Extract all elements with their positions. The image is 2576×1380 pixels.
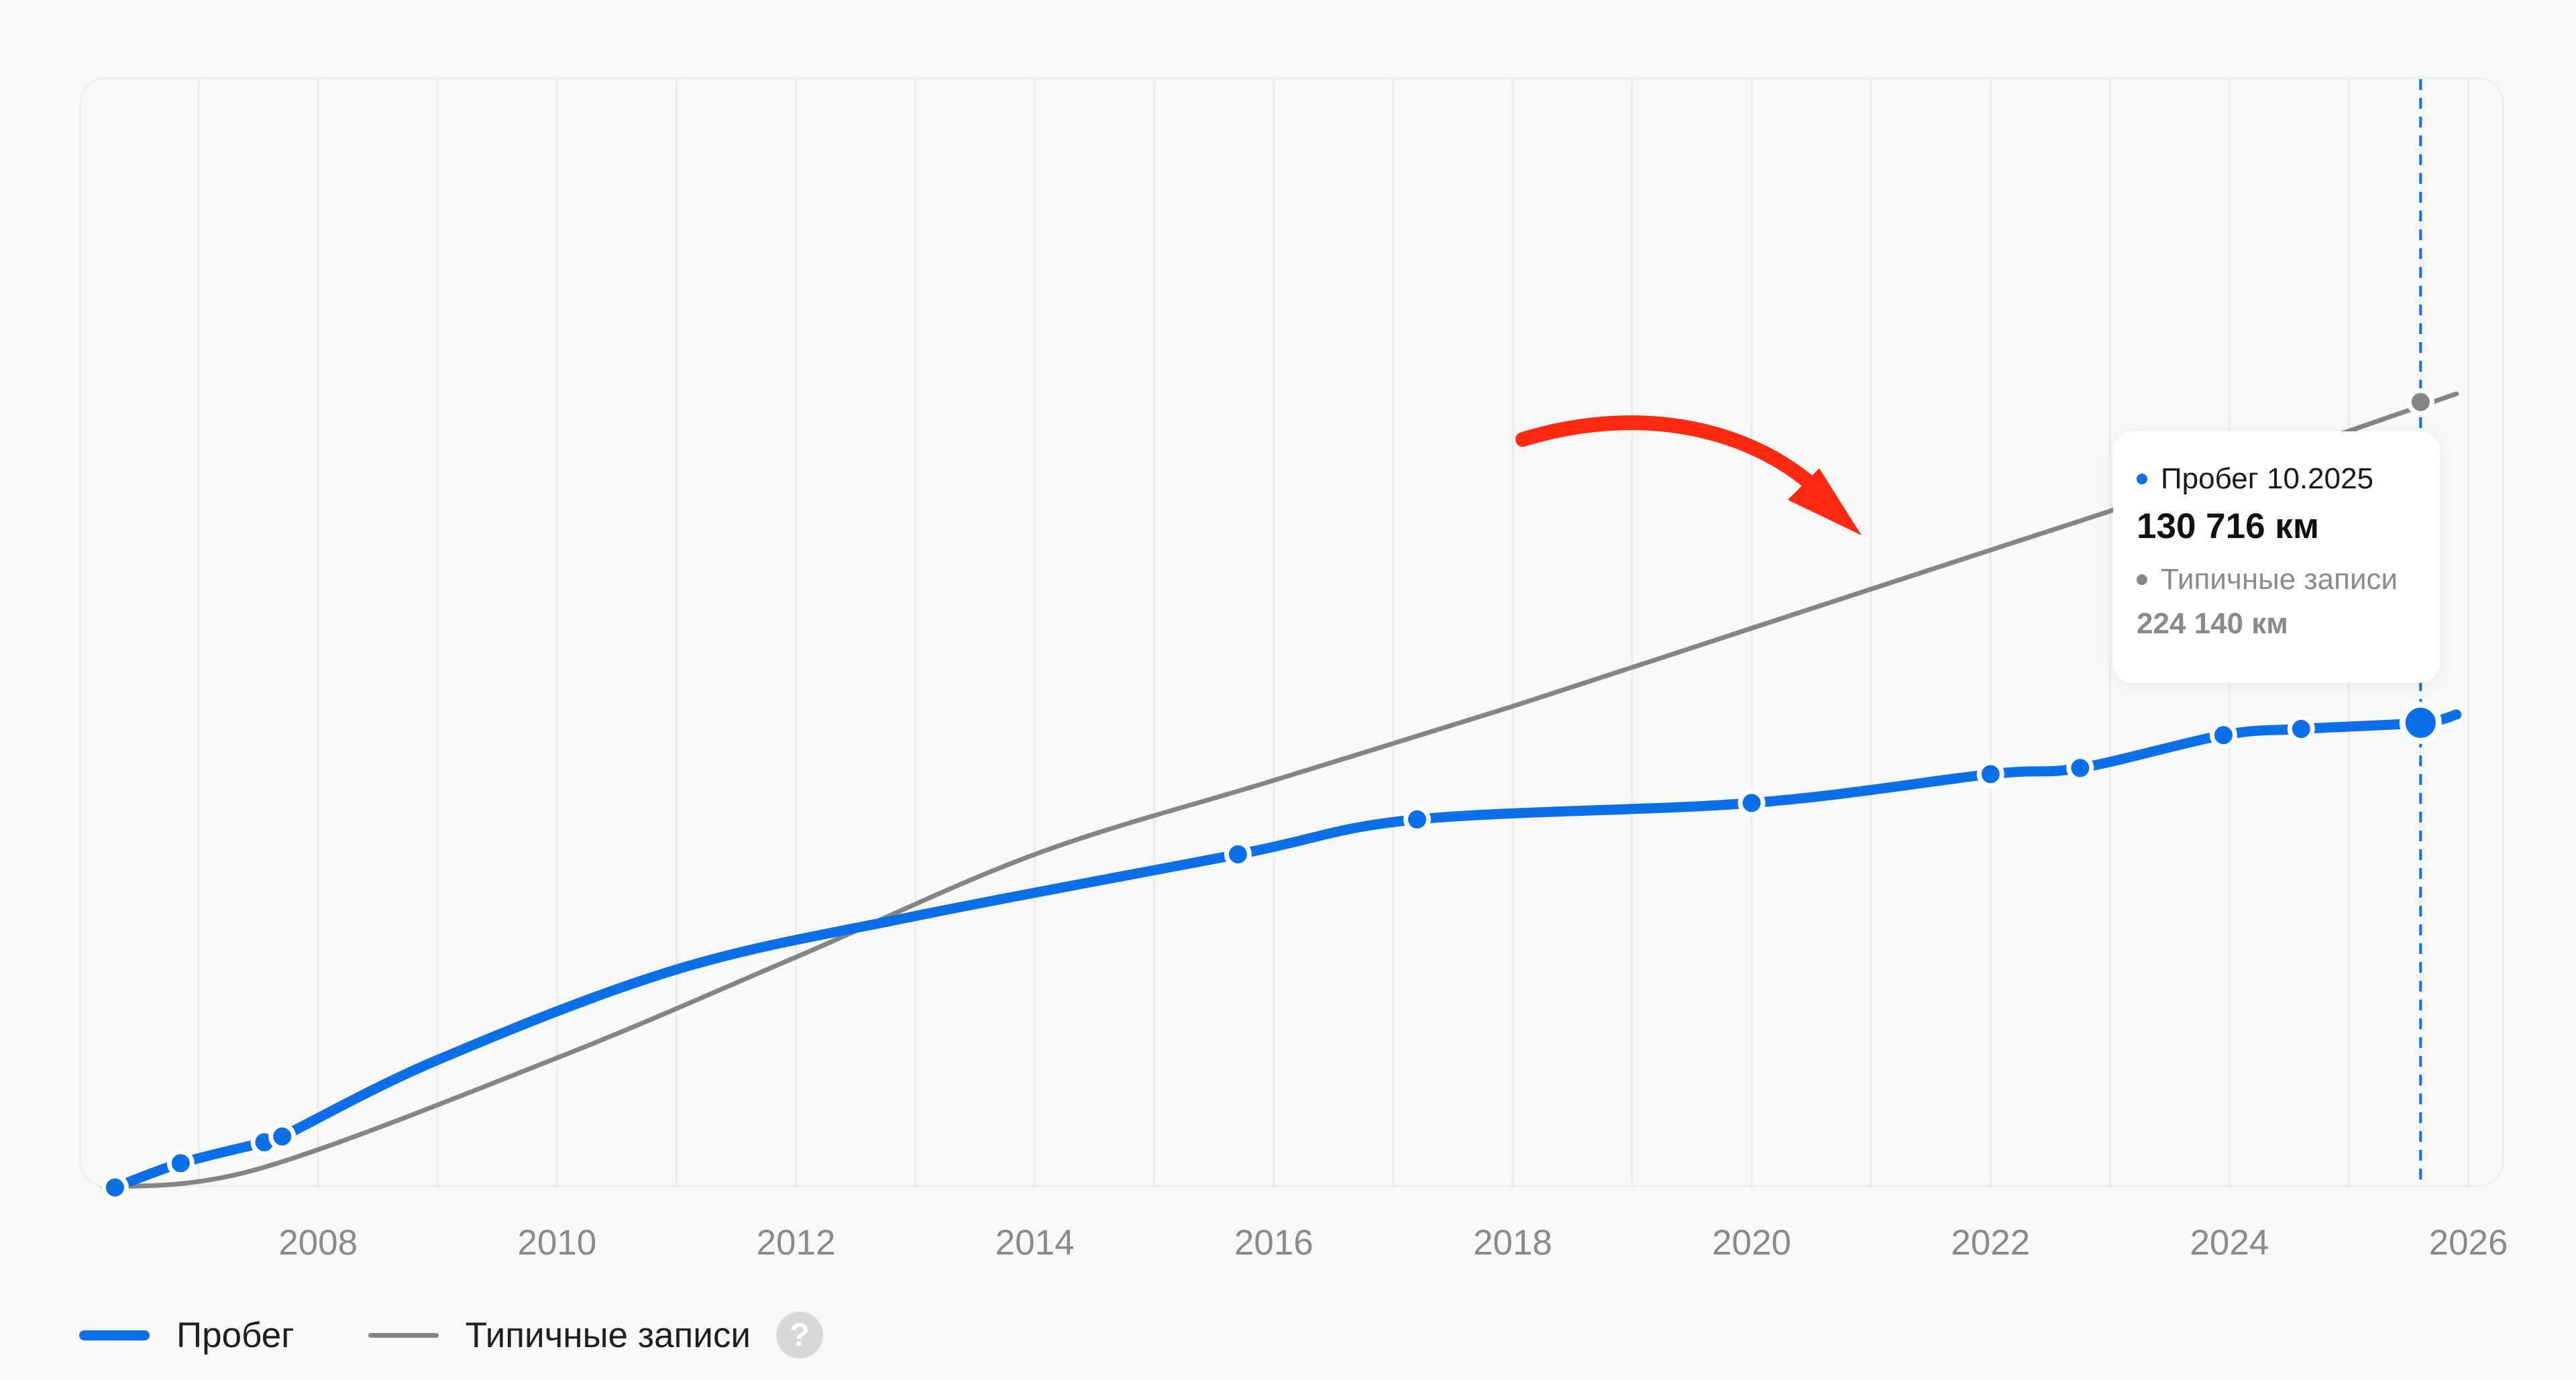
tooltip-series2-label: Типичные записи [2161,563,2398,596]
tooltip-series1-value: 130 716 км [2137,507,2320,546]
data-point-mileage [1224,841,1252,868]
series-line-mileage [109,709,2462,1193]
series-line-typical [101,391,2459,1190]
x-tick-label: 2024 [2190,1223,2269,1263]
question-circle-icon[interactable]: ? [775,1312,823,1359]
annotation [1515,415,1862,535]
data-point-mileage [268,1122,297,1151]
legend-label-mileage: Пробег [176,1315,294,1355]
annotation-arrow-shaft [1515,415,1832,504]
data-point-mileage [2066,754,2094,782]
legend-swatch-mileage [79,1330,150,1340]
data-point-mileage [1403,805,1431,833]
data-markers [101,388,2442,1202]
x-tick-label: 2026 [2429,1223,2508,1263]
x-axis-ticks: 2008 2010 2012 2014 2016 2018 2020 2022 2024 2026 [278,1223,2508,1263]
legend: Пробег Типичные записи ? [79,1312,823,1359]
tooltip-series1-dot [2137,474,2147,484]
legend-item-typical[interactable]: Типичные записи [368,1315,751,1356]
data-point-mileage [1737,789,1766,817]
chart-area [79,77,2504,1187]
data-point-mileage [166,1149,195,1177]
legend-item-mileage[interactable]: Пробег [79,1315,294,1356]
x-tick-label: 2020 [1712,1223,1791,1263]
data-point-mileage [1976,760,2004,788]
tooltip-series2-value: 224 140 км [2137,607,2288,640]
tooltip-series2-dot [2137,574,2147,585]
x-tick-label: 2014 [996,1223,1075,1263]
tooltip-series2-row: Типичные записи [2137,559,2440,600]
legend-swatch-typical [368,1332,439,1338]
x-tick-label: 2008 [278,1223,358,1263]
data-point-mileage [2287,715,2315,743]
tooltip: Пробег 10.2025 130 716 км Типичные запис… [2113,431,2440,683]
highlight-point-mileage [2399,701,2442,744]
x-tick-label: 2016 [1234,1223,1313,1263]
tooltip-series1-row: Пробег 10.2025 [2137,458,2440,500]
highlight-point-typical [2406,388,2434,416]
annotation-arrow-head [1788,468,1862,535]
x-tick-label: 2022 [1951,1223,2030,1263]
data-point-mileage [2210,721,2238,749]
x-tick-label: 2010 [517,1223,596,1263]
x-tick-label: 2018 [1473,1223,1552,1263]
x-tick-label: 2012 [757,1223,836,1263]
tooltip-series1-label: Пробег 10.2025 [2161,462,2374,495]
data-point-mileage [101,1173,129,1202]
series-lines [101,391,2462,1193]
legend-label-typical: Типичные записи [465,1315,751,1355]
